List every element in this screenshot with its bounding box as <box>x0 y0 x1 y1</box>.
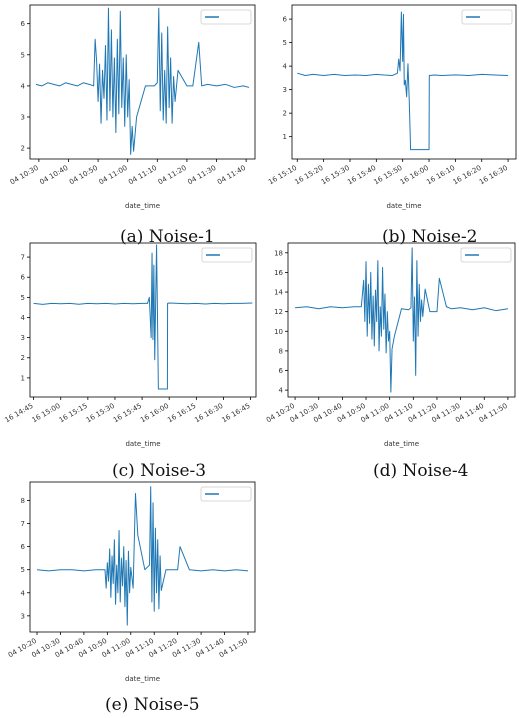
panel-a-xtick-label: 04 11:20 <box>157 164 188 187</box>
panel-b-ytick-label: 6 <box>283 16 288 24</box>
panel-e-frame <box>29 481 256 633</box>
panel-c-xtick-label: 16 16:15 <box>166 402 197 425</box>
panel-b-ytick-label: 4 <box>283 63 288 71</box>
panel-b-xtick-label: 16 16:00 <box>399 164 430 187</box>
panel-d-ytick-label: 12 <box>274 308 283 316</box>
panel-a-frame <box>29 4 256 160</box>
panel-a-ytick-label: 5 <box>21 51 25 59</box>
panel-b-frame <box>291 4 517 160</box>
panel-b-xlabel: date_time <box>386 202 421 210</box>
panel-a-xtick-label: 04 11:40 <box>216 164 247 187</box>
panel-e-ytick-label: 3 <box>21 612 25 620</box>
panel-c-ytick-label: 4 <box>21 314 26 322</box>
panel-a-ytick-label: 4 <box>21 82 26 90</box>
panel-b-ytick-label: 3 <box>283 86 287 94</box>
panel-d-series-value <box>295 247 508 393</box>
panel-c-xtick-label: 16 15:15 <box>58 402 89 425</box>
panel-e-caption: (e) Noise-5 <box>105 695 200 715</box>
panel-c-xtick-label: 16 16:45 <box>220 402 251 425</box>
panel-a-xtick-label: 04 10:30 <box>9 164 40 187</box>
panel-b-caption: (b) Noise-2 <box>382 227 477 247</box>
panel-d-ytick-label: 18 <box>274 249 283 257</box>
panel-b-ytick-label: 2 <box>283 110 287 118</box>
panel-b-xtick-label: 16 16:30 <box>478 164 509 187</box>
panel-b-xtick-label: 16 15:10 <box>267 164 298 187</box>
panel-c-ytick-label: 6 <box>21 274 26 282</box>
panel-c-ytick-label: 1 <box>21 374 25 382</box>
panel-c-xtick-label: 16 16:30 <box>193 402 224 425</box>
panel-a-xtick-label: 04 10:50 <box>68 164 99 187</box>
panel-b-xtick-label: 16 15:50 <box>373 164 404 187</box>
panel-b-xtick-label: 16 15:30 <box>320 164 351 187</box>
panel-d-xlabel: date_time <box>384 440 419 448</box>
panel-c-caption: (c) Noise-3 <box>112 461 206 481</box>
panel-e-ytick-label: 8 <box>21 497 25 505</box>
panel-e-ytick-label: 7 <box>21 520 25 528</box>
panel-a-xtick-label: 04 10:40 <box>38 164 69 187</box>
panel-c-xtick-label: 16 15:45 <box>112 402 143 425</box>
panel-d-ytick-label: 16 <box>274 269 283 277</box>
panel-e-legend <box>200 486 252 502</box>
panel-b-ytick-label: 5 <box>283 39 287 47</box>
panel-c-xtick-label: 16 15:00 <box>31 402 62 425</box>
panel-d-ytick-label: 14 <box>274 289 283 297</box>
panel-b-legend <box>461 9 513 25</box>
panel-c-frame <box>29 242 257 398</box>
panel-e-ytick-label: 5 <box>21 566 25 574</box>
panel-c-xtick-label: 16 14:45 <box>3 402 34 425</box>
panel-c-series-value <box>33 244 253 390</box>
panel-d-caption: (d) Noise-4 <box>373 461 468 481</box>
panel-c-ytick-label: 7 <box>21 254 25 262</box>
panel-c-xtick-label: 16 15:30 <box>85 402 116 425</box>
panel-a-ytick-label: 2 <box>21 145 25 153</box>
panel-c-legend <box>201 247 253 263</box>
panel-d-legend <box>460 247 512 263</box>
panel-a-xtick-label: 04 11:30 <box>186 164 217 187</box>
panel-d-ytick-label: 4 <box>279 387 284 395</box>
panel-c-ytick-label: 2 <box>21 354 25 362</box>
panel-a-series-value <box>35 7 250 155</box>
panel-a-xlabel: date_time <box>125 202 160 210</box>
panel-a-xtick-label: 04 11:00 <box>98 164 129 187</box>
panel-a-caption: (a) Noise-1 <box>120 227 215 247</box>
panel-d-ytick-label: 8 <box>279 347 283 355</box>
panel-d-ytick-label: 6 <box>279 367 284 375</box>
panel-a-ytick-label: 6 <box>21 20 26 28</box>
panel-e-ytick-label: 6 <box>21 543 26 551</box>
panel-e-xlabel: date_time <box>125 675 160 683</box>
panel-c-ytick-label: 3 <box>21 334 25 342</box>
panel-a-ytick-label: 3 <box>21 114 25 122</box>
panel-b-ytick-label: 1 <box>283 133 287 141</box>
panel-a-legend <box>200 9 252 25</box>
panel-c-xlabel: date_time <box>125 440 160 448</box>
panel-b-series-value <box>297 11 509 151</box>
panel-a-xtick-label: 04 11:10 <box>127 164 158 187</box>
panel-e-series-value <box>36 486 249 626</box>
panel-b-xtick-label: 16 15:20 <box>294 164 325 187</box>
panel-b-xtick-label: 16 15:40 <box>346 164 377 187</box>
panel-d: (d) Noise-4 date_time value 468101214161… <box>265 242 516 481</box>
panel-b-xtick-label: 16 16:20 <box>452 164 483 187</box>
panel-c-xtick-label: 16 16:00 <box>139 402 170 425</box>
panel-c-ytick-label: 5 <box>21 294 25 302</box>
panel-b-xtick-label: 16 16:10 <box>425 164 456 187</box>
panel-d-frame <box>287 242 516 398</box>
panel-d-ytick-label: 10 <box>274 328 283 336</box>
panel-e-ytick-label: 4 <box>21 589 26 597</box>
